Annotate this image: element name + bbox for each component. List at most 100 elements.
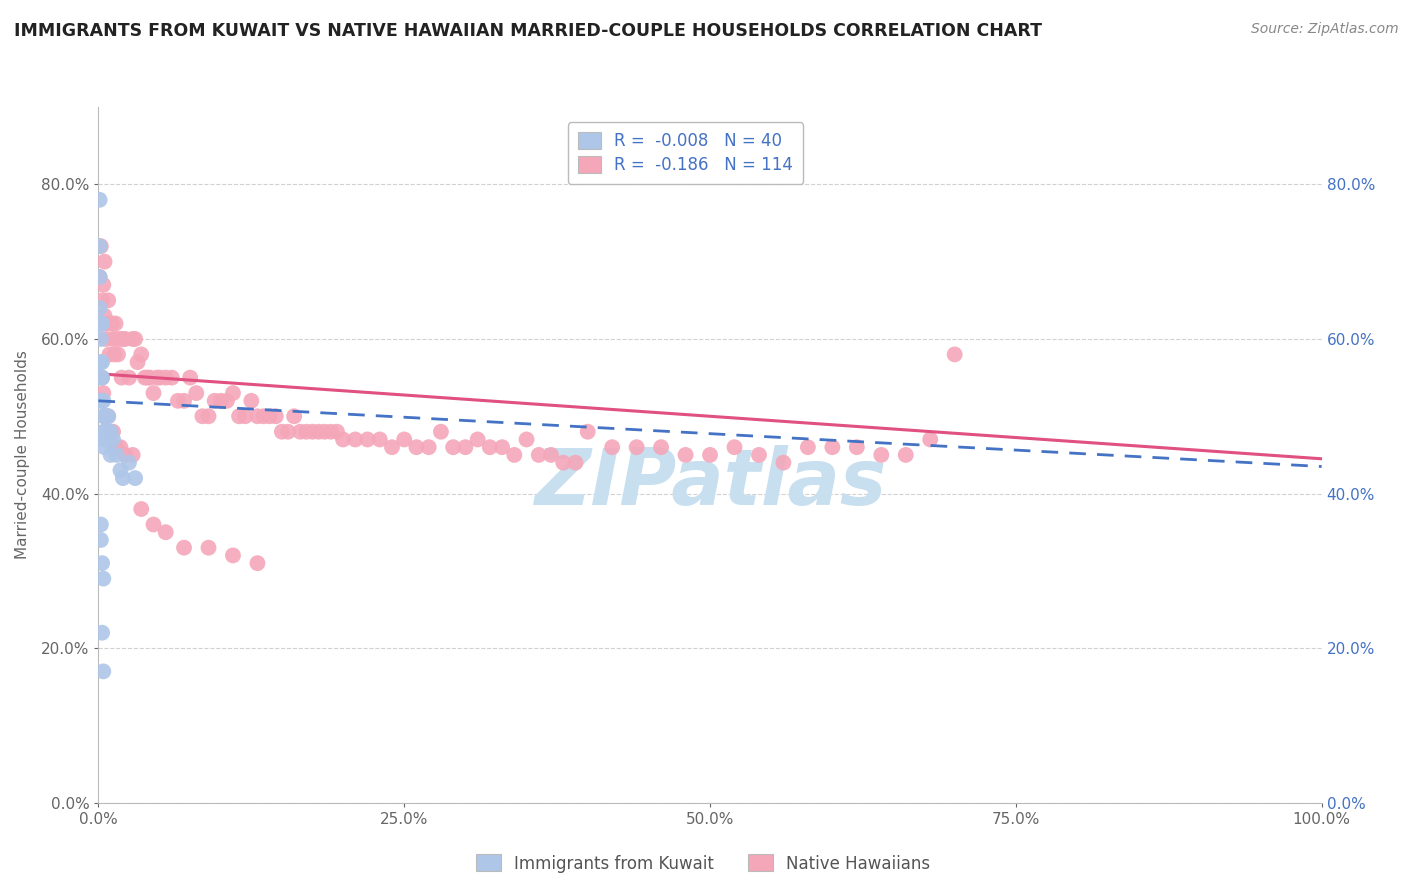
Y-axis label: Married-couple Households: Married-couple Households: [15, 351, 30, 559]
Point: [576, 425, 599, 439]
Point: [89, 301, 111, 315]
Point: [94, 409, 117, 424]
Point: [103, 347, 125, 361]
Point: [540, 448, 562, 462]
Point: [101, 317, 124, 331]
Point: [100, 425, 122, 439]
Point: [90, 370, 112, 384]
Point: [101, 332, 124, 346]
Text: IMMIGRANTS FROM KUWAIT VS NATIVE HAWAIIAN MARRIED-COUPLE HOUSEHOLDS CORRELATION : IMMIGRANTS FROM KUWAIT VS NATIVE HAWAIIA…: [14, 22, 1042, 40]
Point: [91, 393, 114, 408]
Point: [167, 393, 190, 408]
Point: [90, 239, 112, 253]
Point: [91, 386, 114, 401]
Point: [155, 370, 177, 384]
Point: [173, 541, 195, 555]
Point: [252, 409, 274, 424]
Point: [93, 254, 115, 268]
Point: [100, 448, 122, 462]
Point: [121, 448, 143, 462]
Point: [381, 440, 404, 454]
Point: [91, 277, 114, 292]
Point: [97, 433, 120, 447]
Point: [467, 433, 489, 447]
Point: [186, 386, 208, 401]
Point: [101, 425, 124, 439]
Point: [91, 556, 114, 570]
Point: [215, 393, 238, 408]
Point: [96, 317, 118, 331]
Point: [90, 332, 112, 346]
Point: [332, 433, 354, 447]
Point: [405, 440, 427, 454]
Point: [797, 440, 820, 454]
Point: [127, 355, 149, 369]
Point: [179, 370, 201, 384]
Point: [105, 332, 128, 346]
Point: [89, 193, 111, 207]
Point: [93, 425, 115, 439]
Point: [90, 517, 112, 532]
Point: [107, 347, 129, 361]
Point: [94, 433, 117, 447]
Point: [118, 456, 141, 470]
Point: [90, 317, 112, 331]
Point: [943, 347, 966, 361]
Point: [91, 409, 114, 424]
Point: [246, 409, 269, 424]
Point: [326, 425, 349, 439]
Point: [91, 625, 114, 640]
Point: [94, 409, 117, 424]
Point: [134, 370, 156, 384]
Point: [129, 502, 152, 516]
Point: [105, 448, 128, 462]
Point: [356, 433, 378, 447]
Point: [155, 525, 177, 540]
Point: [100, 425, 122, 439]
Point: [136, 370, 159, 384]
Point: [821, 440, 844, 454]
Point: [91, 572, 114, 586]
Point: [100, 317, 122, 331]
Point: [173, 393, 195, 408]
Point: [90, 393, 112, 408]
Point: [160, 370, 183, 384]
Point: [290, 425, 312, 439]
Point: [650, 440, 672, 454]
Point: [91, 355, 114, 369]
Point: [222, 386, 245, 401]
Point: [515, 433, 537, 447]
Point: [89, 270, 111, 285]
Point: [139, 370, 162, 384]
Point: [91, 393, 114, 408]
Point: [104, 317, 127, 331]
Point: [101, 433, 124, 447]
Point: [319, 425, 342, 439]
Text: ZIPatlas: ZIPatlas: [534, 445, 886, 521]
Point: [277, 425, 299, 439]
Point: [626, 440, 648, 454]
Point: [93, 309, 115, 323]
Legend: R =  -0.008   N = 40, R =  -0.186   N = 114: R = -0.008 N = 40, R = -0.186 N = 114: [568, 122, 803, 185]
Point: [259, 409, 281, 424]
Point: [191, 409, 214, 424]
Point: [699, 448, 721, 462]
Point: [124, 332, 146, 346]
Point: [368, 433, 391, 447]
Point: [114, 448, 136, 462]
Point: [503, 448, 526, 462]
Point: [111, 370, 134, 384]
Point: [772, 456, 794, 470]
Point: [98, 347, 121, 361]
Point: [96, 409, 118, 424]
Point: [142, 386, 165, 401]
Point: [441, 440, 464, 454]
Point: [111, 332, 134, 346]
Point: [90, 533, 112, 547]
Point: [91, 665, 114, 679]
Point: [314, 425, 336, 439]
Point: [553, 456, 575, 470]
Point: [748, 448, 770, 462]
Point: [110, 463, 132, 477]
Point: [894, 448, 917, 462]
